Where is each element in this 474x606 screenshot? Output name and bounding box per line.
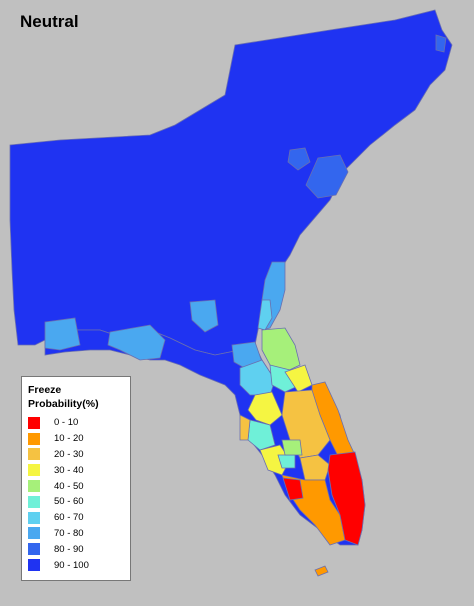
legend-item: 20 - 30 (28, 447, 124, 463)
legend-item: 80 - 90 (28, 541, 124, 557)
legend-item-label: 0 - 10 (54, 417, 79, 429)
region-base (9, 9, 453, 356)
legend-swatch (28, 511, 40, 524)
legend-item: 70 - 80 (28, 526, 124, 542)
legend-swatch (28, 559, 40, 572)
region-al-spot (189, 299, 219, 333)
region-nfl-cyan (269, 364, 301, 393)
legend-item: 0 - 10 (28, 415, 124, 431)
legend-item-label: 40 - 50 (54, 480, 84, 492)
legend-item: 30 - 40 (28, 462, 124, 478)
legend-list: 0 - 10 10 - 20 20 - 30 30 - 40 40 - 50 50 - 6… (28, 415, 124, 573)
legend-title-line1: Freeze (28, 384, 62, 396)
legend-item-label: 50 - 60 (54, 496, 84, 508)
region-nfl-green (261, 327, 301, 373)
region-cfl-west-gold (239, 414, 251, 441)
region-nc-coast (305, 154, 349, 199)
region-ga-coast-light (257, 299, 273, 331)
region-keys (314, 565, 329, 577)
legend-swatch (28, 527, 40, 540)
legend-title: Freeze Probability(%) (28, 383, 124, 411)
region-sfl-gold (299, 454, 331, 481)
legend-item-label: 80 - 90 (54, 543, 84, 555)
region-outer-banks (435, 34, 447, 53)
legend-item-label: 90 - 100 (54, 559, 89, 571)
legend-title-line2: Probability(%) (28, 398, 99, 410)
legend-item-label: 10 - 20 (54, 433, 84, 445)
legend-swatch (28, 432, 40, 445)
legend-item-label: 60 - 70 (54, 512, 84, 524)
map-title: Neutral (20, 12, 79, 31)
legend-item-label: 20 - 30 (54, 448, 84, 460)
legend-item: 50 - 60 (28, 494, 124, 510)
legend-swatch (28, 495, 40, 508)
region-sc-spot (287, 147, 311, 171)
legend-item-label: 30 - 40 (54, 464, 84, 476)
legend-swatch (28, 543, 40, 556)
region-sfl-red-east (327, 451, 366, 546)
legend-swatch (28, 448, 40, 461)
legend-item: 60 - 70 (28, 510, 124, 526)
legend-item: 90 - 100 (28, 557, 124, 573)
legend: Freeze Probability(%) 0 - 10 10 - 20 20 - … (21, 376, 131, 581)
region-ms-coast (44, 317, 81, 351)
region-sfl-red-west (282, 477, 304, 501)
region-al-coast (107, 324, 166, 361)
region-cfl-green (281, 439, 303, 456)
legend-item-label: 70 - 80 (54, 527, 84, 539)
legend-swatch (28, 480, 40, 493)
legend-swatch (28, 464, 40, 477)
legend-swatch (28, 416, 40, 429)
legend-item: 40 - 50 (28, 478, 124, 494)
legend-item: 10 - 20 (28, 431, 124, 447)
